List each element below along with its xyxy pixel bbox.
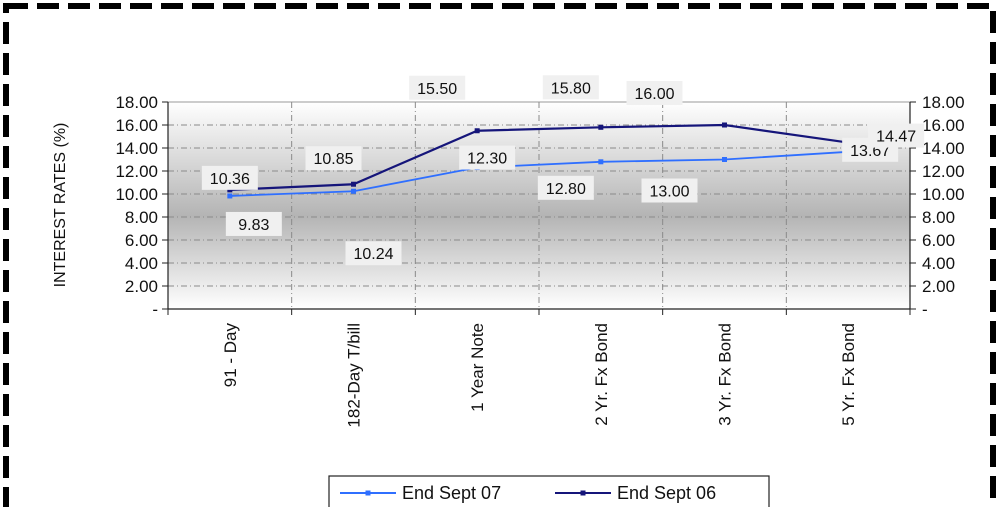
y-tick-label: 6.00 (125, 231, 158, 250)
data-label-box (305, 146, 362, 171)
legend-box (328, 475, 770, 507)
data-label: 16.00 (634, 86, 674, 103)
category-label: 2 Yr. Fx Bond (592, 323, 611, 426)
data-point (351, 181, 356, 187)
axes (162, 101, 916, 315)
data-label-box (626, 81, 683, 105)
y-tick-label-right: 10.00 (922, 185, 965, 204)
category-label: 1 Year Note (468, 323, 487, 412)
data-point (474, 128, 480, 134)
y-tick-label-right: 2.00 (922, 277, 955, 296)
y-tick-label: 10.00 (115, 185, 158, 204)
y-tick-label-right: - (922, 300, 928, 319)
data-label: 12.80 (546, 181, 586, 198)
data-label-box (201, 165, 258, 190)
series-line (229, 150, 849, 197)
data-label: 10.36 (210, 171, 250, 188)
y-tick-label-right: 12.00 (922, 162, 965, 181)
legend-label: End Sept 07 (402, 483, 501, 503)
data-label: 10.24 (353, 246, 393, 263)
data-label: 9.83 (238, 217, 269, 234)
data-point (227, 193, 233, 199)
legend-label: End Sept 06 (617, 483, 716, 503)
category-label: 182-Day T/bill (345, 323, 364, 428)
category-label: 5 Yr. Fx Bond (839, 323, 858, 426)
data-label-box (868, 123, 925, 148)
category-label: 3 Yr. Fx Bond (716, 323, 735, 426)
y-tick-label-right: 18.00 (922, 93, 965, 112)
y-tick-labels: - - 2.00 2.00 4.00 4.00 6.00 6.00 8.00 8.00 10.00 1… (115, 93, 964, 319)
data-label-box (409, 75, 466, 100)
data-label: 13.00 (649, 184, 689, 201)
data-point (351, 188, 356, 194)
data-label: 14.47 (876, 129, 916, 146)
series-line (229, 123, 849, 191)
legend-marker (580, 490, 586, 496)
y-tick-label: 4.00 (125, 254, 158, 273)
data-label-box (459, 145, 516, 170)
y-tick-label: 12.00 (115, 162, 158, 181)
data-label-box (641, 178, 698, 203)
y-tick-label-right: 16.00 (922, 116, 965, 135)
data-label-box (345, 241, 402, 266)
legend: End Sept 07 End Sept 06 (328, 475, 770, 507)
data-label: 10.85 (313, 151, 353, 168)
y-tick-label-right: 14.00 (922, 139, 965, 158)
data-label-box (542, 75, 599, 100)
grid (168, 102, 910, 309)
category-labels: 91 - Day 182-Day T/bill 1 Year Note 2 Yr. F… (221, 323, 858, 428)
y-tick-label-right: 4.00 (922, 254, 955, 273)
data-label-box (225, 211, 282, 236)
y-tick-label: 14.00 (115, 139, 158, 158)
data-label: 15.50 (417, 81, 457, 98)
y-tick-label-right: 8.00 (922, 208, 955, 227)
data-point (598, 124, 604, 130)
data-label-box (537, 175, 594, 200)
data-point (722, 157, 727, 162)
y-axis-label: INTEREST RATES (%) (52, 123, 69, 288)
y-tick-label: 18.00 (115, 93, 158, 112)
y-tick-label: 8.00 (125, 208, 158, 227)
y-tick-label: 2.00 (125, 277, 158, 296)
y-tick-label: 16.00 (115, 116, 158, 135)
category-label: 91 - Day (221, 323, 240, 388)
y-tick-label: - (152, 300, 158, 319)
data-point (722, 122, 727, 128)
data-point (598, 159, 604, 165)
dashed-border (3, 3, 996, 507)
legend-marker (365, 490, 371, 496)
data-label: 12.30 (467, 151, 507, 168)
data-label: 15.80 (551, 80, 591, 97)
y-tick-label-right: 6.00 (922, 231, 955, 250)
